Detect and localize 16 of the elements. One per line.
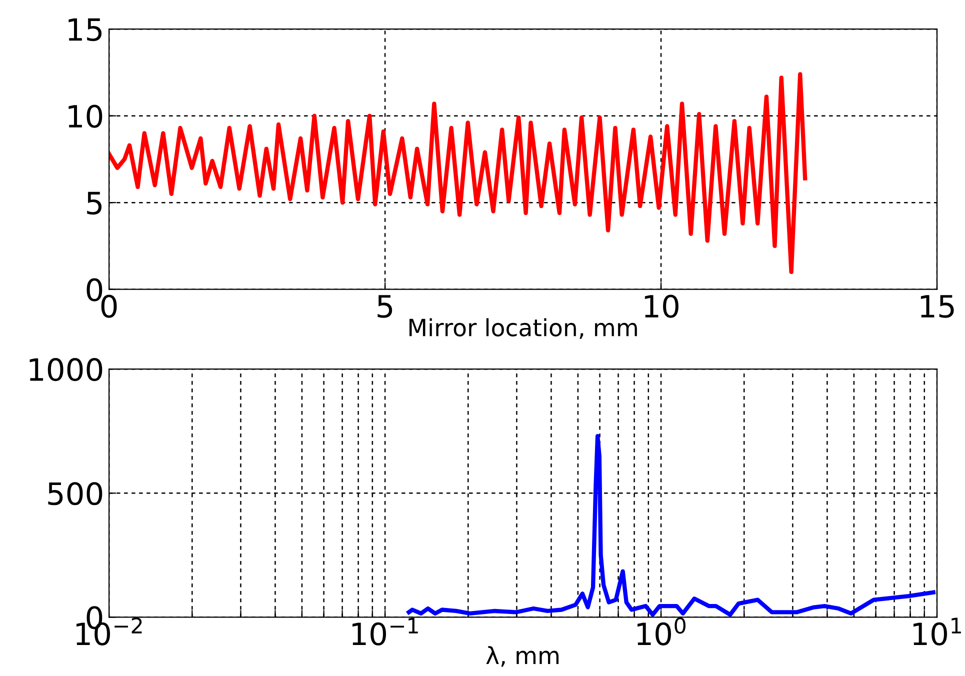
line-series (109, 72, 808, 274)
y-tick-label: 15 (68, 18, 102, 42)
x-tick-label: 0 (101, 294, 117, 318)
y-tick-label: 0 (86, 278, 102, 302)
x-axis-title: λ, mm (486, 646, 559, 667)
x-tick-label: 10$^{0}$ (637, 617, 686, 646)
y-tick-label: 1000 (30, 358, 102, 382)
x-tick-label: 5 (378, 295, 392, 318)
x-tick-label: 15 (920, 295, 954, 318)
y-tick-label: 5 (87, 192, 102, 215)
x-tick-label: 10 (644, 294, 678, 318)
x-axis-title: Mirror location, mm (409, 318, 637, 339)
y-tick-label: 500 (48, 482, 102, 506)
y-tick-label: 10 (68, 104, 102, 128)
x-tick-label: 10$^{1}$ (913, 618, 961, 646)
x-tick-label: 10$^{−1}$ (352, 618, 418, 646)
